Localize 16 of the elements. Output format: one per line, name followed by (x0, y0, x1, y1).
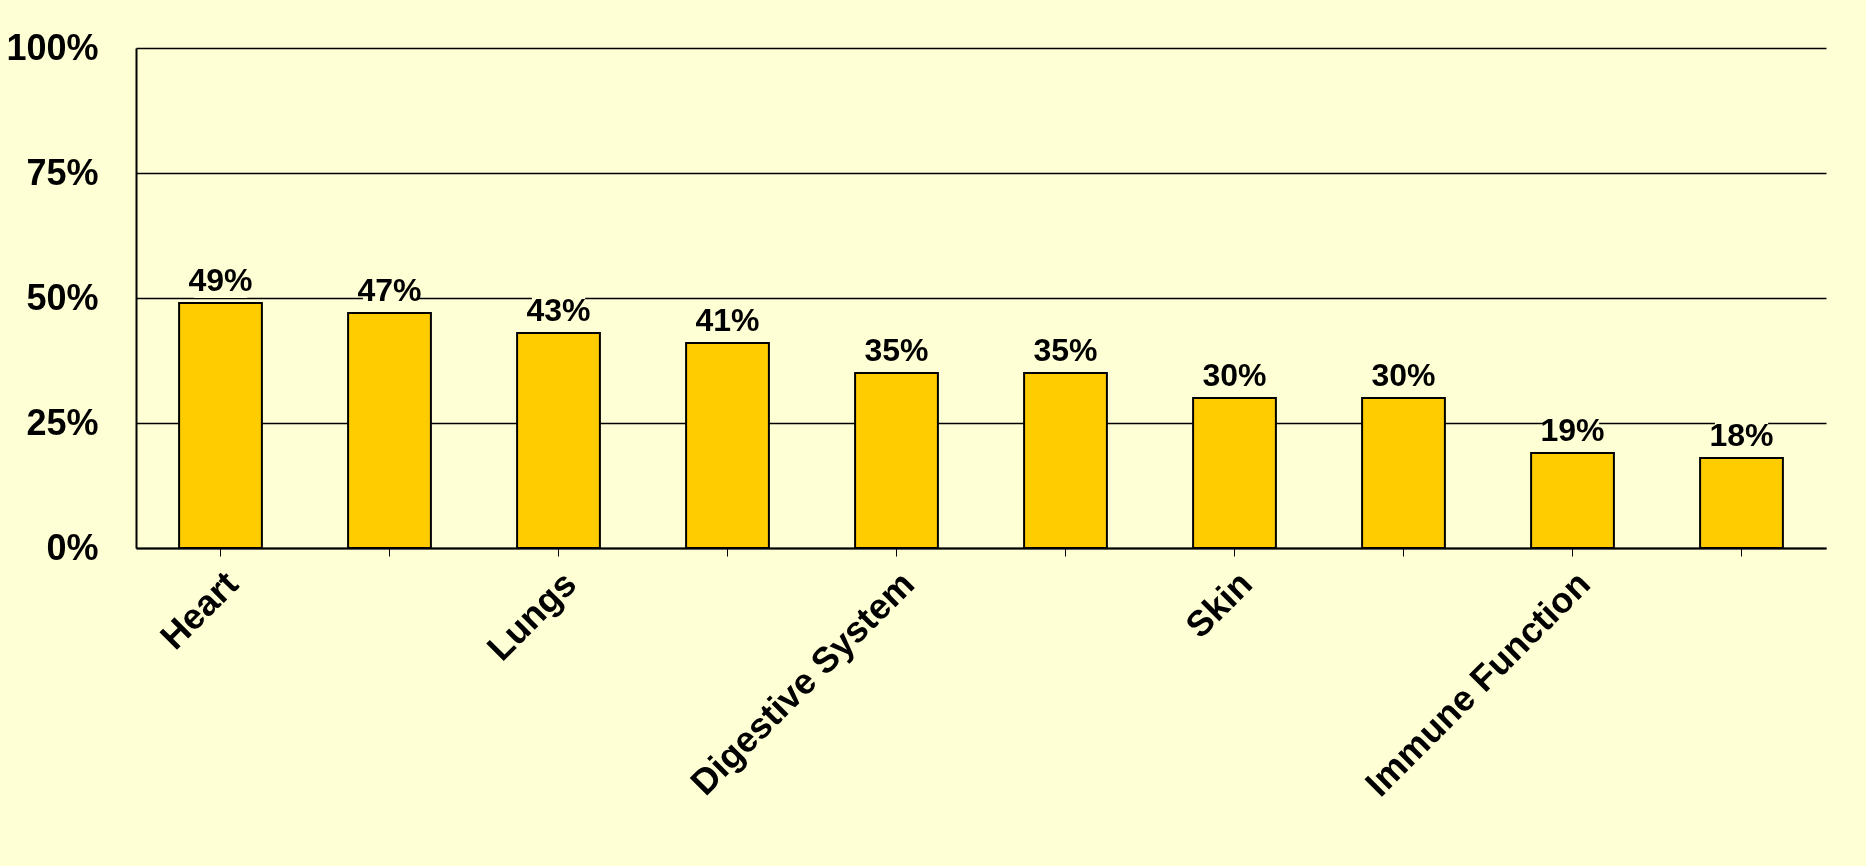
data-label: 49% (188, 262, 253, 298)
y-tick-label: 25% (26, 401, 99, 443)
data-label: 41% (695, 302, 760, 338)
data-label: 18% (1709, 417, 1774, 453)
data-label: 30% (1202, 357, 1267, 393)
x-tick-label: Skin (1177, 562, 1260, 646)
data-label: 43% (526, 292, 591, 328)
data-label: 35% (1033, 332, 1098, 368)
y-tick-label: 100% (6, 26, 99, 68)
y-tick-label: 50% (26, 276, 99, 318)
data-label: 30% (1371, 357, 1436, 393)
y-tick-label: 75% (26, 151, 99, 193)
data-label: 19% (1540, 412, 1605, 448)
data-label: 47% (357, 272, 422, 308)
y-tick-label: 0% (46, 526, 99, 568)
data-label: 35% (864, 332, 929, 368)
